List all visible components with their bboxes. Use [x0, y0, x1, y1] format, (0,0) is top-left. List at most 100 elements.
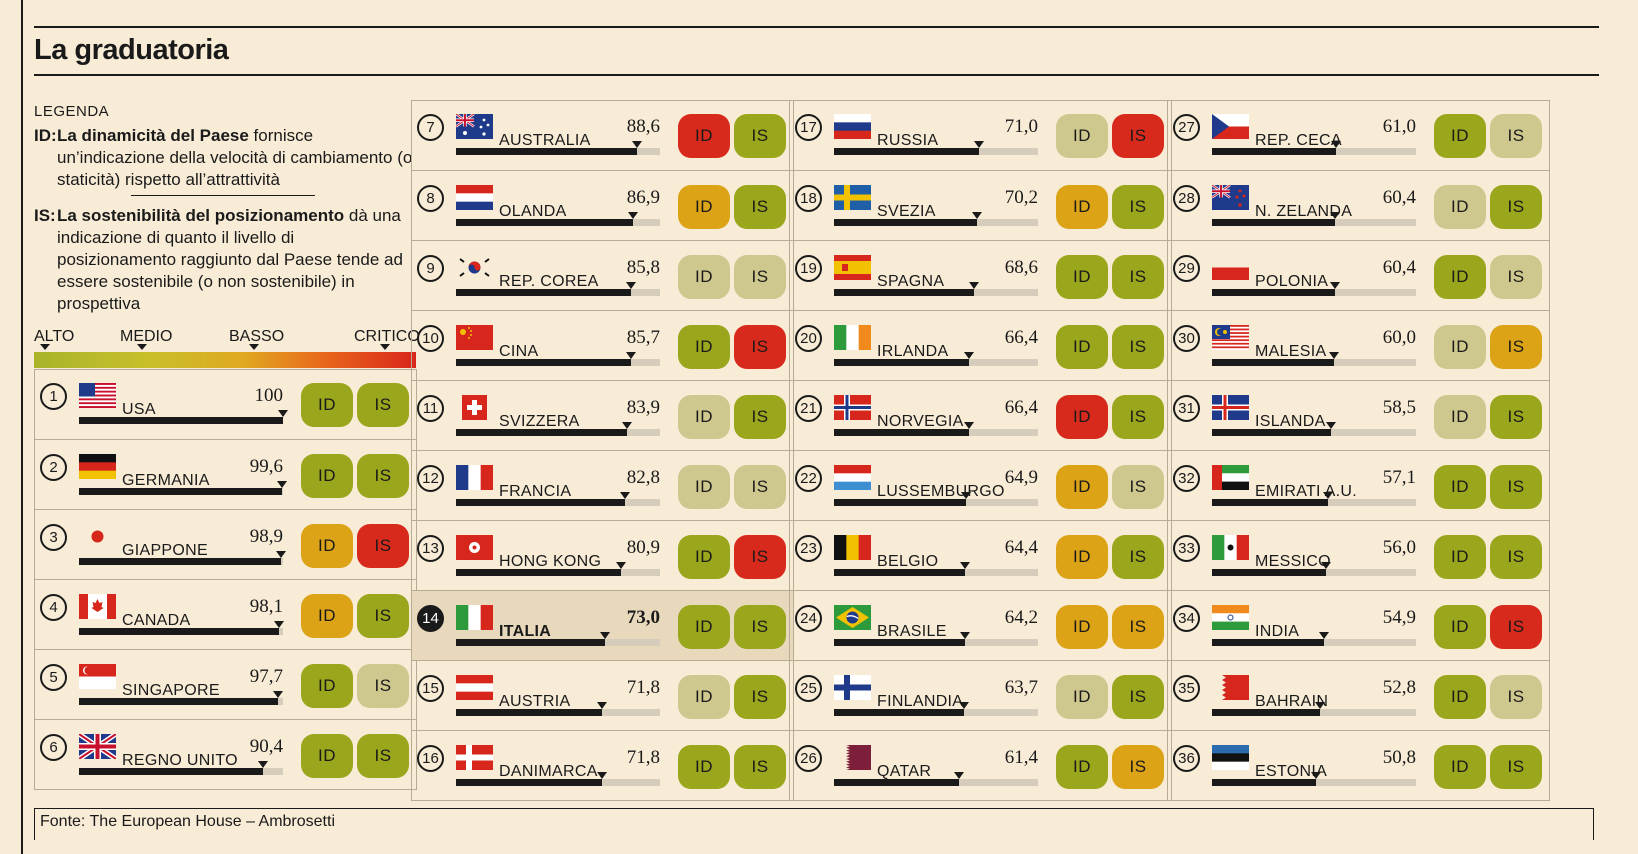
is-indicator: IS: [734, 255, 786, 299]
score-bar-track: [1212, 219, 1416, 226]
table-row: 15 AUSTRIA 71,8 ID IS: [412, 660, 793, 730]
score-marker-icon: [961, 492, 972, 499]
score-bar-track: [456, 359, 660, 366]
is-indicator: IS: [734, 675, 786, 719]
score-label: 60,4: [1382, 257, 1416, 278]
score-bar: [1212, 359, 1335, 366]
score-bar: [1212, 569, 1327, 576]
score-bar: [79, 768, 264, 775]
score-bar: [79, 698, 279, 705]
score-bar: [1212, 289, 1336, 296]
id-indicator: ID: [1434, 465, 1486, 509]
score-label: 60,0: [1382, 327, 1416, 348]
table-row: 26 QATAR 61,4 ID IS: [790, 730, 1171, 800]
score-bar: [1212, 709, 1320, 716]
score-marker-icon: [1323, 492, 1334, 499]
table-row: 35 BAHRAIN 52,8 ID IS: [1168, 660, 1549, 730]
flag-icon: [1212, 395, 1249, 420]
country-name: AUSTRALIA: [499, 132, 591, 149]
score-bar: [456, 499, 625, 506]
id-indicator: ID: [1056, 255, 1108, 299]
flag-icon: [1212, 605, 1249, 630]
score-bar: [1212, 219, 1336, 226]
score-bar: [1212, 499, 1329, 506]
id-indicator: ID: [1056, 465, 1108, 509]
is-indicator: IS: [1112, 395, 1164, 439]
score-marker-icon: [616, 562, 627, 569]
table-row: 8 OLANDA 86,9 ID IS: [412, 170, 793, 240]
rank-badge: 16: [417, 745, 444, 772]
score-bar-track: [834, 219, 1038, 226]
score-label: 71,0: [1004, 116, 1038, 137]
id-indicator: ID: [301, 524, 353, 568]
score-bar-track: [1212, 499, 1416, 506]
score-bar-track: [456, 779, 660, 786]
is-indicator: IS: [1490, 185, 1542, 229]
score-label: 82,8: [626, 467, 660, 488]
rank-badge: 32: [1173, 465, 1200, 492]
flag-icon: [79, 594, 116, 619]
scale-marker: [40, 344, 50, 350]
country-name: AUSTRIA: [499, 693, 571, 710]
table-row: 3 GIAPPONE 98,9 ID IS: [35, 509, 416, 579]
score-marker-icon: [960, 562, 971, 569]
flag-icon: [456, 114, 493, 139]
score-bar-track: [456, 639, 660, 646]
source-box: Fonte: The European House – Ambrosetti: [34, 808, 1594, 840]
table-row: 16 DANIMARCA 71,8 ID IS: [412, 730, 793, 800]
id-indicator: ID: [1056, 675, 1108, 719]
flag-icon: [79, 383, 116, 408]
table-row: 18 SVEZIA 70,2 ID IS: [790, 170, 1171, 240]
score-bar-track: [456, 429, 660, 436]
rank-badge: 6: [40, 734, 67, 761]
scale-marker: [380, 344, 390, 350]
score-bar-track: [834, 289, 1038, 296]
ranking-column: 27 REP. CECA 61,0 ID IS 28 N. ZELANDA 60,4 ID IS 2…: [1167, 100, 1550, 801]
is-indicator: IS: [734, 185, 786, 229]
is-indicator: IS: [1112, 675, 1164, 719]
score-marker-icon: [964, 422, 975, 429]
score-marker-icon: [626, 282, 637, 289]
country-name: HONG KONG: [499, 553, 602, 570]
id-indicator: ID: [1056, 325, 1108, 369]
flag-icon: [79, 524, 116, 549]
score-bar-track: [834, 499, 1038, 506]
legend-heading: LEGENDA: [34, 103, 110, 120]
country-name: SPAGNA: [877, 273, 945, 290]
flag-icon: [834, 114, 871, 139]
table-row: 19 SPAGNA 68,6 ID IS: [790, 240, 1171, 310]
id-indicator: ID: [1434, 255, 1486, 299]
rank-badge: 26: [795, 745, 822, 772]
score-label: 85,7: [626, 327, 660, 348]
score-marker-icon: [277, 481, 288, 488]
score-label: 71,8: [626, 747, 660, 768]
is-indicator: IS: [1112, 745, 1164, 789]
flag-icon: [456, 745, 493, 770]
score-bar: [456, 219, 634, 226]
legend-is-tag: IS:: [34, 206, 56, 225]
score-marker-icon: [972, 212, 983, 219]
rank-badge: 3: [40, 524, 67, 551]
rank-badge: 17: [795, 114, 822, 141]
is-indicator: IS: [1112, 255, 1164, 299]
source-note: Fonte: The European House – Ambrosetti: [40, 813, 335, 830]
id-indicator: ID: [1434, 114, 1486, 158]
table-row: 31 ISLANDA 58,5 ID IS: [1168, 380, 1549, 450]
table-row: 28 N. ZELANDA 60,4 ID IS: [1168, 170, 1549, 240]
table-row: 20 IRLANDA 66,4 ID IS: [790, 310, 1171, 380]
score-label: 50,8: [1382, 747, 1416, 768]
id-indicator: ID: [1434, 605, 1486, 649]
score-marker-icon: [258, 761, 269, 768]
score-label: 86,9: [626, 187, 660, 208]
flag-icon: [834, 395, 871, 420]
score-bar-track: [456, 219, 660, 226]
rank-badge: 5: [40, 664, 67, 691]
score-label: 99,6: [249, 456, 283, 477]
score-label: 64,4: [1004, 537, 1038, 558]
score-bar: [834, 429, 970, 436]
table-row: 13 HONG KONG 80,9 ID IS: [412, 520, 793, 590]
table-row: 36 ESTONIA 50,8 ID IS: [1168, 730, 1549, 800]
table-row: 23 BELGIO 64,4 ID IS: [790, 520, 1171, 590]
is-indicator: IS: [1490, 675, 1542, 719]
score-marker-icon: [1310, 772, 1321, 779]
